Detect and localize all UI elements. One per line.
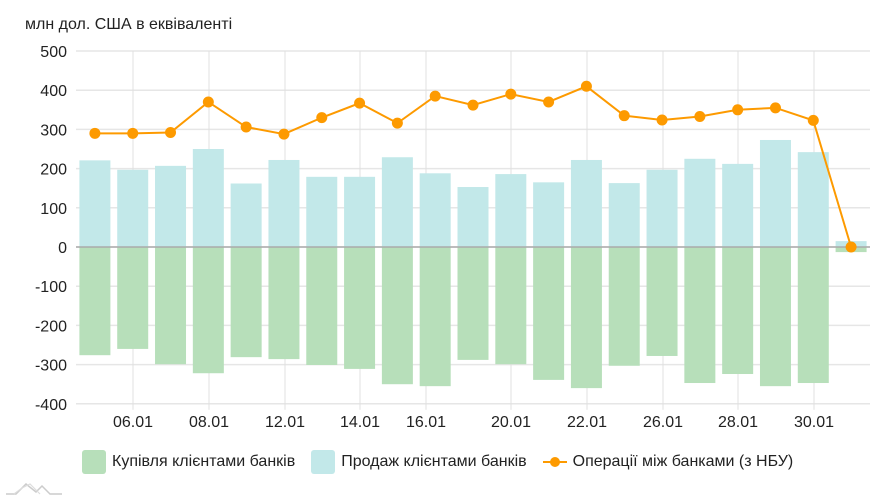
purchase-swatch-icon bbox=[82, 450, 106, 474]
sale-bar[interactable] bbox=[155, 165, 187, 247]
line-point[interactable] bbox=[202, 96, 214, 108]
sale-bar[interactable] bbox=[495, 174, 527, 247]
sale-bar[interactable] bbox=[457, 187, 489, 247]
line-point[interactable] bbox=[732, 104, 744, 116]
line-point[interactable] bbox=[694, 110, 706, 122]
x-tick-label: 28.01 bbox=[718, 414, 758, 431]
sale-bar[interactable] bbox=[797, 152, 829, 247]
line-point[interactable] bbox=[391, 117, 403, 129]
legend: Купівля клієнтами банків Продаж клієнтам… bbox=[82, 450, 809, 474]
y-tick-label: -300 bbox=[35, 358, 67, 375]
x-axis-ticks: 06.01 08.01 12.01 14.01 16.01 20.01 22.01 26.01… bbox=[113, 414, 834, 431]
x-tick-label: 16.01 bbox=[406, 414, 446, 431]
purchase-bar[interactable] bbox=[79, 247, 111, 356]
sale-bar[interactable] bbox=[344, 176, 376, 247]
line-point[interactable] bbox=[769, 102, 781, 114]
purchase-bar[interactable] bbox=[419, 247, 451, 387]
purchase-bar[interactable] bbox=[608, 247, 640, 366]
x-tick-label: 14.01 bbox=[340, 414, 380, 431]
y-tick-label: 0 bbox=[58, 240, 67, 257]
line-point[interactable] bbox=[316, 112, 328, 124]
sale-bar[interactable] bbox=[268, 159, 300, 247]
purchase-bar[interactable] bbox=[192, 247, 224, 374]
sale-bar[interactable] bbox=[608, 183, 640, 247]
sale-bar[interactable] bbox=[646, 169, 678, 247]
x-tick-label: 30.01 bbox=[794, 414, 834, 431]
line-point[interactable] bbox=[467, 99, 479, 111]
sale-bar[interactable] bbox=[192, 149, 224, 247]
x-tick-label: 08.01 bbox=[189, 414, 229, 431]
y-tick-label: 100 bbox=[40, 201, 67, 218]
line-point[interactable] bbox=[543, 96, 555, 108]
purchase-bar[interactable] bbox=[306, 247, 338, 365]
purchase-bar[interactable] bbox=[722, 247, 754, 375]
line-point[interactable] bbox=[580, 80, 592, 92]
purchase-bar[interactable] bbox=[759, 247, 791, 387]
legend-item-sale[interactable]: Продаж клієнтами банків bbox=[311, 450, 527, 474]
sale-bar[interactable] bbox=[759, 139, 791, 247]
line-point[interactable] bbox=[165, 127, 177, 139]
purchase-bar[interactable] bbox=[117, 247, 149, 349]
line-point[interactable] bbox=[429, 90, 441, 102]
x-tick-label: 20.01 bbox=[491, 414, 531, 431]
line-point[interactable] bbox=[845, 241, 857, 253]
sale-swatch-icon bbox=[311, 450, 336, 474]
sale-bar[interactable] bbox=[570, 159, 602, 247]
chart-plot: 500 400 300 200 100 0 -100 -200 -300 -400 06.01 08… bbox=[35, 44, 870, 431]
purchase-bar[interactable] bbox=[381, 247, 413, 385]
y-tick-label: 200 bbox=[40, 162, 67, 179]
purchase-bar[interactable] bbox=[646, 247, 678, 356]
y-tick-label: 300 bbox=[40, 122, 67, 139]
legend-label: Операції між банками (з НБУ) bbox=[572, 453, 794, 470]
sale-bar[interactable] bbox=[381, 157, 413, 247]
x-tick-label: 12.01 bbox=[265, 414, 305, 431]
legend-item-purchase[interactable]: Купівля клієнтами банків bbox=[82, 450, 295, 474]
line-point[interactable] bbox=[656, 114, 668, 126]
purchase-bar[interactable] bbox=[457, 247, 489, 360]
line-point[interactable] bbox=[354, 97, 366, 109]
x-tick-label: 22.01 bbox=[567, 414, 607, 431]
line-point[interactable] bbox=[89, 127, 101, 139]
purchase-bar[interactable] bbox=[155, 247, 187, 365]
legend-label: Купівля клієнтами банків bbox=[112, 453, 296, 470]
sale-bar[interactable] bbox=[79, 160, 111, 247]
y-tick-label: 500 bbox=[40, 44, 67, 61]
purchase-bar[interactable] bbox=[268, 247, 300, 360]
interbank-line-series[interactable] bbox=[89, 80, 857, 253]
sale-bar[interactable] bbox=[722, 163, 754, 247]
x-tick-label: 26.01 bbox=[643, 414, 683, 431]
line-point[interactable] bbox=[278, 128, 290, 140]
purchase-bar[interactable] bbox=[684, 247, 716, 384]
sale-bar[interactable] bbox=[533, 182, 565, 247]
y-tick-label: -100 bbox=[35, 279, 67, 296]
bars[interactable] bbox=[79, 139, 867, 389]
line-point[interactable] bbox=[505, 88, 517, 100]
line-point[interactable] bbox=[618, 110, 630, 122]
legend-item-interbank[interactable]: Операції між банками (з НБУ) bbox=[542, 450, 794, 474]
y-tick-label: 400 bbox=[40, 83, 67, 100]
purchase-bar[interactable] bbox=[344, 247, 376, 369]
y-axis-ticks: 500 400 300 200 100 0 -100 -200 -300 -400 bbox=[35, 44, 67, 414]
sale-bar[interactable] bbox=[306, 176, 338, 247]
y-tick-label: -200 bbox=[35, 318, 67, 335]
y-tick-label: -400 bbox=[35, 397, 67, 414]
sale-bar[interactable] bbox=[117, 169, 149, 247]
purchase-bar[interactable] bbox=[533, 247, 565, 380]
line-point[interactable] bbox=[127, 127, 139, 139]
sale-bar[interactable] bbox=[230, 183, 262, 247]
purchase-bar[interactable] bbox=[495, 247, 527, 365]
y-axis-unit-label: млн дол. США в еквіваленті bbox=[25, 16, 233, 33]
sale-bar[interactable] bbox=[419, 173, 451, 247]
line-point[interactable] bbox=[807, 114, 819, 126]
line-marker-icon bbox=[542, 450, 567, 474]
line-point[interactable] bbox=[240, 121, 252, 133]
legend-label: Продаж клієнтами банків bbox=[341, 453, 527, 470]
purchase-bar[interactable] bbox=[570, 247, 602, 389]
purchase-bar[interactable] bbox=[797, 247, 829, 384]
sale-bar[interactable] bbox=[684, 158, 716, 247]
purchase-bar[interactable] bbox=[230, 247, 262, 358]
x-tick-label: 06.01 bbox=[113, 414, 153, 431]
mountain-logo-icon bbox=[6, 482, 62, 495]
